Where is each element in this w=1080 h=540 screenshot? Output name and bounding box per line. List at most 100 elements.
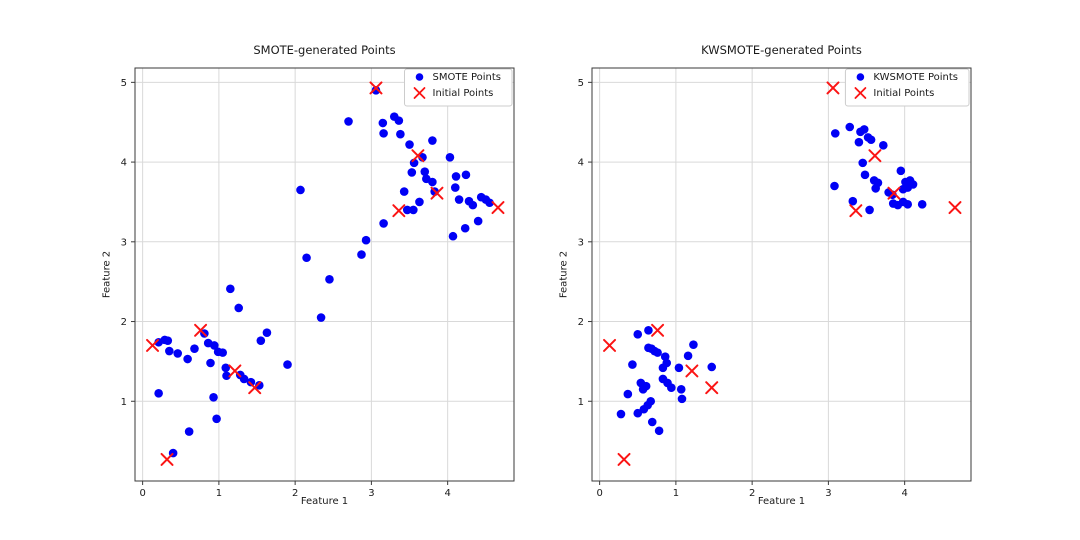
legend-label: Initial Points bbox=[433, 88, 494, 99]
smote-points-marker bbox=[184, 427, 194, 436]
y-tick-label: 1 bbox=[121, 397, 127, 408]
initial-points-marker bbox=[651, 323, 665, 337]
initial-points-marker bbox=[868, 149, 882, 163]
kwsmote-points-marker bbox=[830, 129, 840, 138]
smote-scatter-plot: 0 1 2 3 4 1 2 3 4 5 SMOTE Points Initial Points bbox=[121, 67, 515, 499]
smote-points-marker bbox=[394, 116, 404, 125]
smote-points-marker bbox=[371, 86, 381, 95]
kwsmote-points-marker bbox=[859, 125, 869, 134]
y-tick-label: 4 bbox=[578, 158, 584, 169]
smote-points-marker bbox=[461, 170, 471, 180]
kwsmote-scatter-plot: 0 1 2 3 4 1 2 3 4 5 KWSMOTE Points Initial Points bbox=[578, 67, 972, 499]
legend-circle-marker-icon bbox=[415, 73, 424, 81]
kwsmote-points-marker bbox=[903, 200, 913, 209]
smote-points-marker bbox=[407, 168, 417, 177]
kwsmote-points-marker bbox=[896, 166, 906, 176]
legend-x-marker-icon bbox=[854, 87, 867, 99]
smote-points-marker bbox=[190, 344, 199, 353]
smote-points-marker bbox=[316, 313, 326, 322]
smote-points-marker bbox=[283, 360, 292, 369]
smote-points-marker bbox=[221, 363, 231, 373]
initial-points-marker bbox=[194, 323, 208, 337]
kwsmote-points-marker bbox=[879, 141, 888, 150]
smote-points-marker bbox=[361, 235, 371, 245]
initial-points-marker bbox=[160, 452, 174, 466]
kwsmote-points-marker bbox=[644, 326, 653, 335]
kwsmote-points-marker bbox=[677, 394, 687, 404]
legend: SMOTE Points Initial Points bbox=[404, 68, 513, 107]
y-tick-label: 5 bbox=[121, 78, 127, 89]
kwsmote-points-marker bbox=[653, 348, 662, 357]
smote-points-marker bbox=[448, 231, 458, 241]
smote-points-marker bbox=[222, 371, 231, 381]
smote-points-marker bbox=[409, 205, 418, 215]
initial-points-marker bbox=[491, 201, 505, 215]
smote-points-marker bbox=[173, 349, 183, 358]
initial-points-marker bbox=[685, 364, 699, 378]
x-tick-label: 2 bbox=[749, 488, 755, 499]
initial-points-marker bbox=[369, 81, 383, 95]
smote-points-marker bbox=[296, 185, 305, 195]
smote-points-marker bbox=[218, 348, 227, 357]
smote-points-marker bbox=[402, 205, 412, 215]
y-tick-label: 2 bbox=[121, 317, 127, 328]
kwsmote-points-marker bbox=[707, 362, 717, 372]
legend-label: SMOTE Points bbox=[433, 72, 502, 83]
initial-points-marker bbox=[826, 81, 840, 95]
initial-points-marker bbox=[887, 186, 901, 200]
x-tick-label: 1 bbox=[216, 488, 222, 499]
x-tick-label: 2 bbox=[292, 488, 298, 499]
y-tick-label: 1 bbox=[578, 397, 584, 408]
x-tick-label: 4 bbox=[444, 488, 450, 499]
kwsmote-points-marker bbox=[858, 158, 868, 168]
legend-label: KWSMOTE Points bbox=[873, 72, 958, 83]
smote-points-marker bbox=[428, 136, 437, 145]
kwsmote-points-marker bbox=[860, 170, 870, 180]
kwsmote-points-marker bbox=[633, 408, 643, 418]
plot-title: KWSMOTE-generated Points bbox=[701, 43, 862, 57]
kwsmote-points-marker bbox=[643, 400, 652, 410]
smote-points-marker bbox=[428, 177, 437, 187]
legend-box bbox=[844, 68, 970, 107]
kwsmote-points-marker bbox=[654, 426, 664, 436]
kwsmote-points-marker bbox=[689, 340, 698, 349]
kwsmote-points-marker bbox=[623, 389, 633, 399]
smote-points-marker bbox=[357, 250, 366, 259]
legend: KWSMOTE Points Initial Points bbox=[844, 68, 970, 107]
smote-points-marker bbox=[399, 187, 409, 196]
smote-points-marker bbox=[378, 118, 388, 128]
plot-frame bbox=[591, 67, 972, 482]
kwsmote-points-marker bbox=[638, 385, 648, 394]
kwsmote-points-marker bbox=[676, 385, 686, 394]
smote-points-marker bbox=[473, 216, 483, 226]
kwsmote-points-marker bbox=[854, 137, 864, 147]
x-tick-label: 3 bbox=[368, 488, 374, 499]
initial-points-marker bbox=[617, 452, 631, 466]
smote-points-marker bbox=[344, 117, 353, 126]
x-tick-label: 4 bbox=[901, 488, 907, 499]
smote-points-marker bbox=[183, 354, 192, 364]
kwsmote-points-marker bbox=[616, 409, 626, 419]
kwsmote-points-marker bbox=[865, 205, 874, 215]
smote-points-marker bbox=[468, 200, 478, 210]
y-tick-label: 4 bbox=[121, 158, 127, 169]
plot-title: SMOTE-generated Points bbox=[253, 43, 396, 57]
initial-points-marker bbox=[392, 204, 406, 218]
kwsmote-points-marker bbox=[848, 196, 858, 206]
kwsmote-points-marker bbox=[633, 329, 643, 339]
smote-points-marker bbox=[420, 167, 430, 176]
smote-points-marker bbox=[302, 253, 311, 263]
initial-points-marker bbox=[248, 381, 262, 395]
smote-points-marker bbox=[454, 195, 464, 204]
kwsmote-points-marker bbox=[917, 200, 927, 209]
smote-points-marker bbox=[451, 172, 461, 181]
kwsmote-points-marker bbox=[647, 417, 657, 427]
smote-points-marker bbox=[165, 346, 174, 356]
smote-points-marker bbox=[325, 274, 334, 284]
smote-points-marker bbox=[163, 336, 173, 345]
smote-points-marker bbox=[396, 129, 405, 139]
smote-points-marker bbox=[234, 303, 244, 313]
